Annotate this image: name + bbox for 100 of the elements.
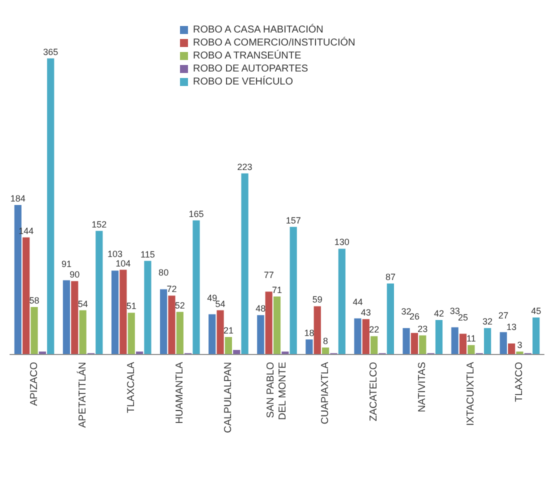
bar bbox=[370, 336, 378, 354]
data-label: 25 bbox=[458, 312, 468, 322]
bar bbox=[62, 280, 70, 354]
data-label: 77 bbox=[264, 270, 274, 280]
bar bbox=[168, 296, 176, 354]
data-label: 51 bbox=[126, 301, 136, 312]
bar bbox=[500, 332, 507, 354]
bar bbox=[290, 226, 297, 354]
data-label: 72 bbox=[166, 284, 177, 294]
x-tick-label: SAN PABLO DEL MONTE bbox=[266, 362, 288, 420]
data-label: 8 bbox=[323, 336, 328, 346]
data-label: 80 bbox=[158, 268, 169, 278]
data-label: 103 bbox=[108, 249, 123, 260]
bar bbox=[22, 237, 30, 354]
data-label: 13 bbox=[506, 322, 517, 332]
data-label: 71 bbox=[272, 284, 282, 295]
data-label: 11 bbox=[466, 334, 476, 344]
data-label: 91 bbox=[61, 258, 72, 269]
data-label: 87 bbox=[385, 272, 396, 282]
x-tick-label: TLAXCALA bbox=[126, 362, 137, 414]
bar bbox=[120, 270, 127, 354]
x-tick-label: CALPULALPAN bbox=[222, 362, 234, 433]
bar bbox=[96, 230, 103, 354]
data-label: 23 bbox=[418, 324, 428, 334]
legend-label: ROBO A CASA HABITACIÓN bbox=[193, 24, 324, 36]
bar bbox=[402, 328, 410, 354]
x-tick-label: APIZACO bbox=[28, 362, 40, 406]
x-tick-label: CUAPIAXTLA bbox=[320, 362, 332, 424]
data-label: 49 bbox=[207, 292, 218, 303]
bar bbox=[435, 320, 443, 354]
data-label: 130 bbox=[334, 237, 350, 248]
bar bbox=[451, 327, 458, 354]
bar bbox=[79, 310, 86, 354]
bar bbox=[128, 312, 135, 354]
data-label: 21 bbox=[223, 325, 234, 336]
bar bbox=[224, 336, 232, 354]
bar bbox=[144, 260, 152, 354]
bar bbox=[532, 318, 540, 354]
x-tick-label: ZACATELCO bbox=[368, 362, 380, 422]
bar bbox=[233, 350, 240, 354]
bar bbox=[273, 296, 281, 354]
x-tick-label: NATIVITAS bbox=[417, 362, 428, 412]
data-label: 43 bbox=[360, 308, 371, 318]
bar bbox=[354, 318, 362, 354]
bar bbox=[508, 343, 516, 354]
data-label: 52 bbox=[174, 300, 185, 310]
bar bbox=[265, 292, 272, 354]
data-label: 27 bbox=[498, 310, 508, 321]
bar bbox=[314, 306, 321, 354]
data-label: 365 bbox=[43, 46, 58, 57]
data-label: 22 bbox=[369, 324, 380, 335]
x-tick-label: IXTACUIXTLA bbox=[466, 362, 477, 426]
bar bbox=[306, 339, 313, 354]
data-label: 18 bbox=[304, 328, 314, 338]
data-label: 223 bbox=[237, 162, 252, 172]
bar bbox=[484, 328, 492, 354]
bar bbox=[216, 310, 224, 354]
bar bbox=[338, 248, 346, 354]
bar bbox=[192, 220, 200, 354]
bar bbox=[468, 345, 475, 354]
data-label: 184 bbox=[10, 193, 26, 204]
x-tick-label: HUAMANTLA bbox=[174, 362, 186, 424]
data-label: 58 bbox=[29, 296, 40, 306]
x-tick-label: TLAXCO bbox=[514, 362, 526, 402]
data-label: 44 bbox=[352, 296, 363, 307]
bar bbox=[386, 284, 394, 354]
data-label: 165 bbox=[188, 208, 204, 219]
data-label: 33 bbox=[450, 306, 460, 316]
data-label: 157 bbox=[286, 215, 301, 226]
bar bbox=[160, 289, 168, 354]
bar bbox=[362, 319, 370, 354]
bar bbox=[257, 315, 264, 354]
data-label: 115 bbox=[140, 249, 155, 260]
x-tick-label: APETATITLÁN bbox=[76, 362, 88, 428]
data-label: 32 bbox=[401, 306, 412, 317]
data-label: 152 bbox=[92, 219, 107, 230]
bar bbox=[71, 281, 78, 354]
bar bbox=[30, 307, 38, 354]
bar bbox=[419, 335, 426, 354]
legend-label: ROBO DE AUTOPARTES bbox=[193, 64, 308, 74]
legend-label: ROBO A COMERCIO/INSTITUCIÓN bbox=[193, 36, 356, 48]
data-label: 90 bbox=[70, 270, 80, 280]
bar bbox=[47, 58, 54, 354]
bar bbox=[241, 173, 248, 354]
data-label: 48 bbox=[256, 304, 266, 314]
bar bbox=[208, 314, 216, 354]
legend-label: ROBO A TRANSEÚNTE bbox=[193, 50, 302, 62]
data-label: 54 bbox=[215, 298, 226, 309]
bar bbox=[111, 270, 119, 354]
data-label: 54 bbox=[78, 298, 88, 309]
bar bbox=[322, 348, 330, 354]
data-label: 3 bbox=[517, 340, 522, 350]
data-label: 45 bbox=[531, 306, 542, 316]
data-label: 104 bbox=[116, 258, 131, 268]
data-label: 42 bbox=[434, 308, 444, 318]
bar bbox=[459, 334, 467, 354]
data-label: 32 bbox=[482, 316, 493, 327]
legend-label: ROBO DE VEHÍCULO bbox=[193, 76, 294, 88]
bar bbox=[176, 312, 184, 354]
data-label: 26 bbox=[409, 311, 420, 322]
